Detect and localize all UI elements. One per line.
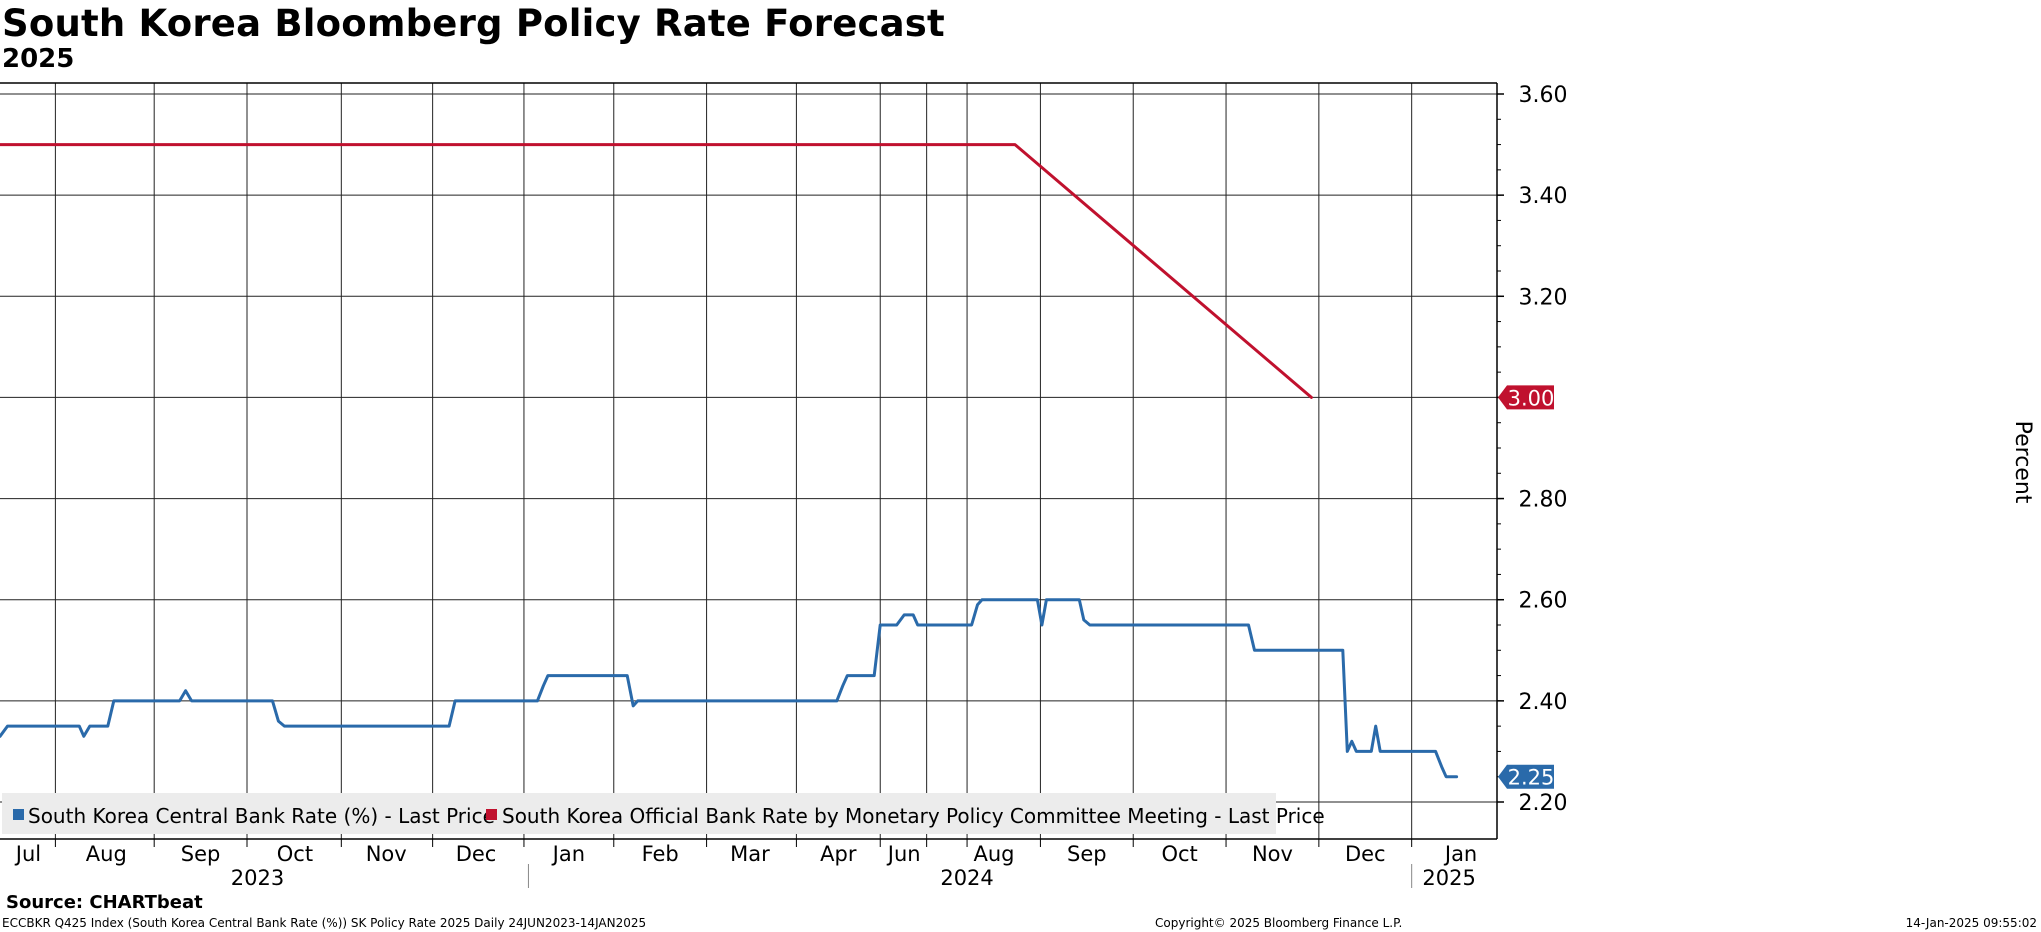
x-tick-label: Sep bbox=[1067, 842, 1107, 866]
footer-ticker: ECCBKR Q425 Index (South Korea Central B… bbox=[2, 916, 647, 930]
y-tick-label: 2.40 bbox=[1519, 690, 1568, 715]
last-value-label: 2.25 bbox=[1508, 766, 1555, 790]
x-tick-label: Nov bbox=[366, 842, 407, 866]
y-tick-label: 2.20 bbox=[1519, 791, 1568, 816]
last-value-label: 3.00 bbox=[1508, 386, 1555, 410]
legend-background bbox=[2, 793, 1276, 834]
x-tick-label: Mar bbox=[730, 842, 770, 866]
x-tick-label: Jan bbox=[1443, 842, 1477, 866]
x-tick-label: Jul bbox=[14, 842, 41, 866]
x-tick-label: Dec bbox=[1345, 842, 1386, 866]
chart-title: South Korea Bloomberg Policy Rate Foreca… bbox=[2, 2, 945, 45]
x-tick-label: Aug bbox=[86, 842, 127, 866]
y-tick-label: 3.20 bbox=[1519, 285, 1568, 310]
last-value-badge-shape bbox=[1498, 764, 1554, 789]
source-note: Source: CHARTbeat bbox=[6, 892, 203, 913]
y-tick-label: 2.60 bbox=[1519, 589, 1568, 614]
year-label: 2024 bbox=[940, 866, 993, 890]
x-tick-label: Feb bbox=[642, 842, 679, 866]
y-tick-label: 3.40 bbox=[1519, 184, 1568, 209]
legend-swatch-central-bank-rate bbox=[13, 809, 24, 820]
x-tick-label: Dec bbox=[456, 842, 497, 866]
plot-frame bbox=[0, 82, 1498, 840]
footer-timestamp: 14-Jan-2025 09:55:02 bbox=[1905, 916, 2037, 930]
x-tick-label: Apr bbox=[820, 842, 857, 866]
legend-label-official-bank-rate: South Korea Official Bank Rate by Moneta… bbox=[502, 804, 1325, 828]
last-value-badge: 3.00 bbox=[1498, 385, 1554, 410]
year-label: 2025 bbox=[1422, 866, 1475, 890]
vertical-gridlines bbox=[54, 83, 1413, 888]
series-lines bbox=[0, 143, 1459, 779]
last-value-labels: 2.25 3.00 bbox=[1498, 385, 1555, 790]
footer-copyright: Copyright© 2025 Bloomberg Finance L.P. bbox=[1155, 916, 1403, 930]
chart-subtitle: 2025 bbox=[2, 44, 75, 74]
y-tick-label: 2.80 bbox=[1519, 488, 1568, 513]
x-tick-label: Nov bbox=[1252, 842, 1293, 866]
last-value-badge: 2.25 bbox=[1498, 764, 1555, 790]
x-tick-label: Oct bbox=[1161, 842, 1197, 866]
series-line-official-bank-rate bbox=[0, 143, 1313, 399]
legend-swatch-official-bank-rate bbox=[486, 809, 497, 820]
legend: South Korea Central Bank Rate (%) - Last… bbox=[2, 793, 1325, 834]
y-axis-ticks: 3.60 3.40 3.20 2.80 2.60 2.40 2.20 bbox=[1497, 83, 1567, 816]
x-tick-label: Jan bbox=[551, 842, 585, 866]
x-tick-label: Aug bbox=[974, 842, 1015, 866]
y-axis-label: Percent bbox=[2010, 421, 2035, 504]
y-tick-label: 3.60 bbox=[1519, 83, 1568, 108]
x-tick-label: Jun bbox=[886, 842, 921, 866]
horizontal-gridlines bbox=[0, 93, 1497, 803]
last-value-badge-shape bbox=[1498, 385, 1554, 410]
series-line-central-bank-rate bbox=[0, 598, 1459, 779]
x-tick-label: Oct bbox=[277, 842, 313, 866]
legend-label-central-bank-rate: South Korea Central Bank Rate (%) - Last… bbox=[28, 804, 495, 828]
x-axis-ticks: Jul Aug Sep Oct Nov Dec Jan Feb Mar Apr Jun Aug Sep O… bbox=[14, 842, 1477, 890]
x-tick-label: Sep bbox=[181, 842, 221, 866]
year-label: 2023 bbox=[231, 866, 284, 890]
